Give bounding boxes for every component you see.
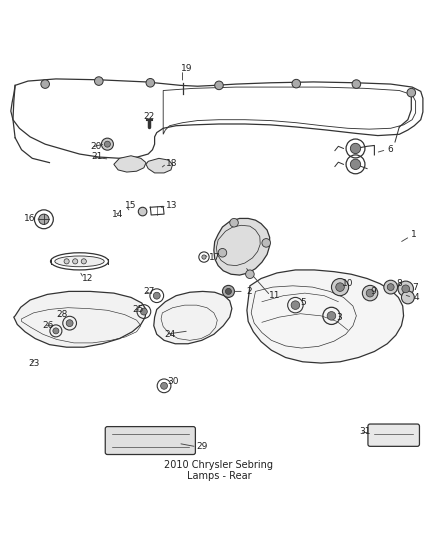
Text: 7: 7 [413, 282, 418, 292]
Circle shape [352, 80, 360, 88]
Circle shape [146, 78, 155, 87]
Text: 14: 14 [113, 209, 124, 219]
Text: 9: 9 [371, 287, 376, 296]
Polygon shape [247, 270, 403, 363]
Text: 8: 8 [396, 279, 402, 288]
Circle shape [161, 382, 167, 389]
Text: 19: 19 [181, 63, 193, 72]
Circle shape [215, 81, 223, 90]
Text: 29: 29 [196, 442, 208, 451]
Polygon shape [14, 292, 146, 347]
Circle shape [41, 80, 49, 88]
Circle shape [336, 283, 344, 292]
Circle shape [104, 141, 110, 147]
Circle shape [218, 248, 227, 257]
Circle shape [101, 138, 113, 150]
Circle shape [350, 159, 360, 169]
Circle shape [95, 77, 103, 85]
FancyBboxPatch shape [368, 424, 420, 446]
Polygon shape [114, 156, 146, 172]
Text: 11: 11 [269, 291, 281, 300]
Text: 27: 27 [143, 287, 155, 296]
Circle shape [53, 328, 59, 334]
Text: 25: 25 [133, 305, 144, 314]
Circle shape [64, 259, 69, 264]
Text: 18: 18 [166, 159, 177, 168]
Text: 22: 22 [144, 112, 155, 121]
Text: 26: 26 [42, 321, 54, 330]
Circle shape [291, 301, 300, 310]
Text: 12: 12 [82, 274, 94, 283]
Circle shape [66, 320, 73, 327]
FancyBboxPatch shape [105, 426, 195, 455]
Circle shape [153, 292, 160, 299]
Text: 31: 31 [359, 427, 371, 436]
Text: 30: 30 [167, 377, 179, 386]
Text: 2010 Chrysler Sebring
Lamps - Rear: 2010 Chrysler Sebring Lamps - Rear [165, 459, 273, 481]
Circle shape [362, 285, 378, 301]
Circle shape [292, 79, 300, 88]
Circle shape [398, 281, 413, 296]
Circle shape [223, 285, 234, 297]
Text: 16: 16 [25, 214, 36, 223]
Text: 1: 1 [411, 230, 417, 239]
Text: 2: 2 [246, 287, 252, 296]
Text: 23: 23 [28, 359, 39, 368]
Circle shape [407, 88, 416, 97]
Circle shape [141, 308, 147, 315]
Polygon shape [146, 158, 173, 173]
Polygon shape [154, 292, 232, 344]
Text: 6: 6 [388, 146, 394, 154]
Circle shape [401, 291, 414, 304]
Circle shape [402, 285, 410, 293]
Text: 3: 3 [336, 313, 342, 321]
Circle shape [73, 259, 78, 264]
Text: 28: 28 [57, 310, 68, 319]
Circle shape [327, 312, 336, 320]
Circle shape [246, 270, 254, 279]
Text: 21: 21 [92, 152, 103, 160]
Text: 5: 5 [300, 298, 306, 308]
Text: 10: 10 [342, 279, 353, 288]
Text: 24: 24 [164, 330, 175, 339]
Circle shape [350, 143, 360, 154]
Polygon shape [214, 219, 270, 275]
Circle shape [226, 288, 231, 294]
Circle shape [387, 284, 394, 290]
Ellipse shape [55, 256, 104, 266]
Circle shape [202, 255, 206, 259]
Circle shape [384, 280, 398, 294]
Circle shape [138, 207, 147, 216]
Circle shape [366, 289, 374, 297]
Text: 4: 4 [413, 293, 419, 302]
Circle shape [230, 219, 238, 227]
Text: 20: 20 [90, 142, 102, 151]
Circle shape [81, 259, 86, 264]
Circle shape [332, 279, 349, 296]
Text: 15: 15 [125, 201, 137, 210]
Text: 13: 13 [166, 201, 177, 210]
Circle shape [39, 214, 49, 224]
Text: 17: 17 [209, 253, 220, 262]
Circle shape [262, 239, 271, 247]
